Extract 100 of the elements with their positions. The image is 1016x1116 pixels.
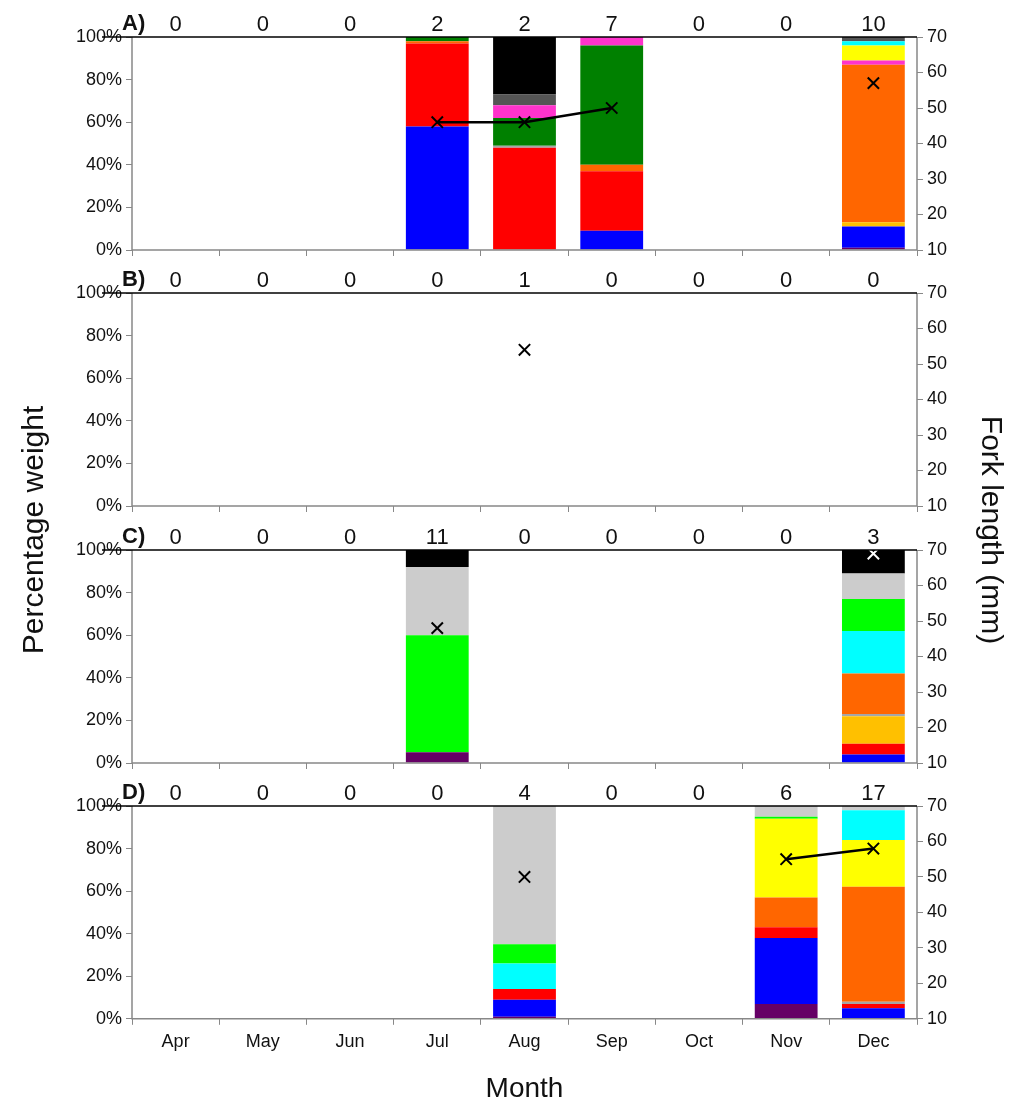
y2-tick-label: 30 bbox=[927, 423, 948, 444]
y2-tick-label: 50 bbox=[927, 609, 948, 630]
text: 0 bbox=[605, 267, 618, 293]
x-tick-label: Jul bbox=[425, 1030, 449, 1051]
x-tick-label: May bbox=[245, 1030, 280, 1051]
y2-tick-label: 70 bbox=[927, 538, 948, 559]
chart-title: A) bbox=[122, 10, 146, 36]
y-tick-label: 60% bbox=[85, 880, 122, 901]
y2-tick-label: 20 bbox=[927, 716, 948, 737]
text: 0 bbox=[343, 524, 357, 550]
y2-tick-label: 30 bbox=[927, 167, 948, 188]
text: 0 bbox=[169, 11, 182, 37]
text: 0 bbox=[692, 524, 706, 550]
chart-title: D) bbox=[122, 779, 146, 805]
y2-tick-label: 60 bbox=[927, 830, 948, 851]
y-tick-label: 0% bbox=[95, 1007, 122, 1028]
y-tick-label: 60% bbox=[85, 367, 122, 388]
text: 0 bbox=[256, 780, 269, 806]
text: 0 bbox=[169, 524, 182, 550]
x-tick-label: Nov bbox=[770, 1030, 803, 1051]
y2-tick-label: 70 bbox=[927, 794, 948, 815]
text: 0 bbox=[256, 524, 269, 550]
x-tick-label: Jun bbox=[335, 1030, 365, 1051]
y2-tick-label: 20 bbox=[927, 203, 948, 224]
text: 0 bbox=[780, 11, 793, 37]
y-tick-label: 40% bbox=[85, 153, 122, 174]
text: 0 bbox=[780, 524, 793, 550]
y-tick-label: 0% bbox=[95, 751, 122, 772]
text: 0 bbox=[343, 780, 357, 806]
x-tick-label: Sep bbox=[595, 1030, 628, 1051]
y2-tick-label: 50 bbox=[927, 352, 948, 373]
y2-tick-label: 50 bbox=[927, 865, 948, 886]
text: 11 bbox=[425, 524, 449, 550]
text: 17 bbox=[861, 780, 886, 806]
y-tick-label: 20% bbox=[85, 452, 122, 473]
y2-tick-label: 10 bbox=[927, 1007, 948, 1028]
text: 0 bbox=[256, 11, 269, 37]
text: 1 bbox=[518, 267, 531, 293]
text: 0 bbox=[605, 524, 618, 550]
y2-tick-label: 50 bbox=[927, 96, 948, 117]
chart-title: B) bbox=[122, 266, 146, 292]
y-tick-label: 40% bbox=[85, 666, 122, 687]
y2-tick-label: 20 bbox=[927, 459, 948, 480]
text: 0 bbox=[431, 780, 444, 806]
text: 0 bbox=[256, 267, 269, 293]
y-tick-label: 40% bbox=[85, 409, 122, 430]
y-tick-label: 40% bbox=[85, 922, 122, 943]
y-tick-label: 20% bbox=[85, 965, 122, 986]
y2-tick-label: 60 bbox=[927, 317, 948, 338]
y2-tick-label: 60 bbox=[927, 61, 948, 82]
y2-tick-label: 10 bbox=[927, 494, 948, 515]
y2-tick-label: 40 bbox=[927, 901, 948, 922]
text: 0 bbox=[169, 780, 182, 806]
y2-tick-label: 10 bbox=[927, 751, 948, 772]
y2-tick-label: 70 bbox=[927, 25, 948, 46]
text: 0 bbox=[692, 780, 706, 806]
y2-tick-label: 30 bbox=[927, 936, 948, 957]
text: 0 bbox=[780, 267, 793, 293]
y2-tick-label: 40 bbox=[927, 388, 948, 409]
text: 6 bbox=[780, 780, 793, 806]
text: 10 bbox=[861, 11, 886, 37]
y2-tick-label: 60 bbox=[927, 574, 948, 595]
text: 0 bbox=[692, 267, 706, 293]
x-tick-label: Oct bbox=[684, 1030, 713, 1051]
y2-tick-label: 20 bbox=[927, 972, 948, 993]
y-tick-label: 80% bbox=[85, 324, 122, 345]
text: 0 bbox=[343, 267, 357, 293]
text: 2 bbox=[518, 11, 531, 37]
x-tick-label: Aug bbox=[508, 1030, 541, 1051]
text: 4 bbox=[518, 780, 531, 806]
text: 0 bbox=[867, 267, 880, 293]
text: 0 bbox=[169, 267, 182, 293]
y-tick-label: 20% bbox=[85, 709, 122, 730]
y-axis-title: Percentage weight bbox=[15, 405, 50, 655]
chart-title: C) bbox=[122, 523, 146, 549]
y2-tick-label: 40 bbox=[927, 645, 948, 666]
y-tick-label: 0% bbox=[95, 238, 122, 259]
x-axis-title: Month bbox=[485, 1071, 564, 1103]
y-tick-label: 100% bbox=[75, 281, 122, 302]
y2-axis-title: Fork length (mm) bbox=[975, 415, 1010, 645]
text: 0 bbox=[518, 524, 531, 550]
text: 0 bbox=[605, 780, 618, 806]
y-tick-label: 80% bbox=[85, 581, 122, 602]
y-tick-label: 20% bbox=[85, 196, 122, 217]
x-tick-label: Dec bbox=[857, 1030, 890, 1051]
text: 7 bbox=[605, 11, 618, 37]
y2-tick-label: 30 bbox=[927, 680, 948, 701]
y-tick-label: 100% bbox=[75, 794, 122, 815]
text: 0 bbox=[343, 11, 357, 37]
text: 0 bbox=[692, 11, 706, 37]
y2-tick-label: 40 bbox=[927, 132, 948, 153]
text: 0 bbox=[431, 267, 444, 293]
y2-tick-label: 10 bbox=[927, 238, 948, 259]
y-tick-label: 100% bbox=[75, 538, 122, 559]
y-tick-label: 60% bbox=[85, 111, 122, 132]
y-tick-label: 80% bbox=[85, 68, 122, 89]
x-tick-label: Apr bbox=[161, 1030, 190, 1051]
y2-tick-label: 70 bbox=[927, 281, 948, 302]
y-tick-label: 0% bbox=[95, 494, 122, 515]
y-tick-label: 100% bbox=[75, 25, 122, 46]
